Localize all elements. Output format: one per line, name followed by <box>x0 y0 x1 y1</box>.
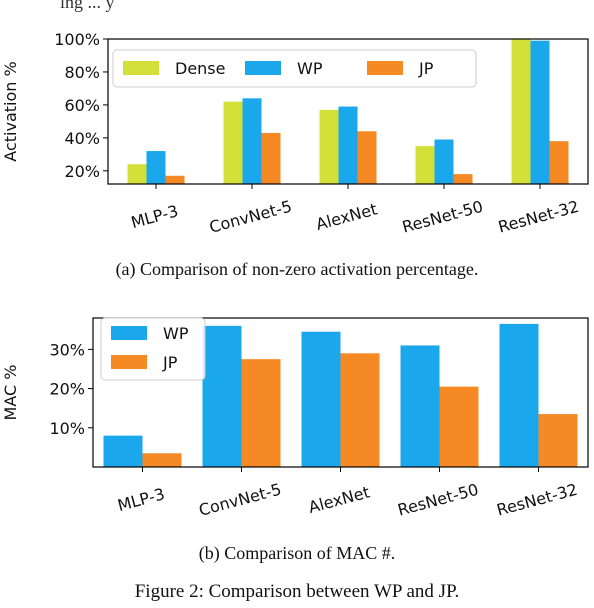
bar-dense-mlp-3 <box>127 164 147 184</box>
bar-jp-mlp-3 <box>142 453 182 467</box>
x-tick-label-convnet-5: ConvNet-5 <box>207 197 294 237</box>
y-tick-label-20: 20% <box>64 162 100 181</box>
y-tick-label-80: 80% <box>64 63 100 82</box>
x-tick-label-resnet-32: ResNet-32 <box>495 480 580 520</box>
legend-label-dense: Dense <box>175 59 225 78</box>
legend-label-wp: WP <box>297 59 323 78</box>
bar-wp-resnet-50 <box>434 139 454 184</box>
bar-jp-convnet-5 <box>261 132 281 184</box>
bar-jp-alexnet <box>357 131 377 184</box>
chart-b-legend: WP JP <box>100 317 206 381</box>
legend-swatch-jp <box>367 61 403 75</box>
legend-label-wp: WP <box>163 324 189 343</box>
y-tick-label-40: 40% <box>64 129 100 148</box>
bar-wp-resnet-32 <box>530 40 550 184</box>
y-tick-label-30: 30% <box>49 340 85 359</box>
legend-swatch-wp <box>245 61 281 75</box>
x-tick-label-alexnet: AlexNet <box>314 199 379 234</box>
bar-jp-convnet-5 <box>241 359 281 467</box>
bar-wp-alexnet <box>301 331 341 467</box>
bar-dense-convnet-5 <box>223 101 243 184</box>
chart-a-legend: Dense WP JP <box>112 49 477 88</box>
chart-b: MLP-3 ConvNet-5 AlexNet ResNet-50 ResNet-32 1… <box>1 317 589 520</box>
bar-wp-mlp-3 <box>103 435 143 467</box>
chart-b-y-axis-label: MAC % <box>1 365 20 421</box>
bar-jp-alexnet <box>340 353 380 467</box>
x-tick-label-resnet-32: ResNet-32 <box>496 197 581 237</box>
bar-dense-resnet-32 <box>511 39 531 184</box>
caption-a: (a) Comparison of non-zero activation pe… <box>116 259 479 280</box>
bar-jp-resnet-50 <box>453 174 473 184</box>
chart-a-bars <box>127 39 569 184</box>
x-tick-label-mlp-3: MLP-3 <box>115 484 166 515</box>
y-tick-label-100: 100% <box>54 30 100 49</box>
bar-jp-mlp-3 <box>165 175 185 184</box>
figure-caption: Figure 2: Comparison between WP and JP. <box>135 581 460 602</box>
bar-wp-convnet-5 <box>242 98 262 184</box>
bar-wp-alexnet <box>338 106 358 184</box>
legend-box <box>112 49 477 88</box>
bar-wp-resnet-32 <box>499 323 539 467</box>
legend-label-jp: JP <box>162 353 178 372</box>
legend-swatch-dense <box>123 61 159 75</box>
x-tick-label-resnet-50: ResNet-50 <box>396 480 481 520</box>
y-tick-label-60: 60% <box>64 96 100 115</box>
bar-jp-resnet-32 <box>549 141 569 184</box>
x-tick-label-resnet-50: ResNet-50 <box>400 197 485 237</box>
legend-swatch-wp <box>111 326 147 340</box>
bar-dense-resnet-50 <box>415 146 435 184</box>
x-tick-label-convnet-5: ConvNet-5 <box>197 480 284 520</box>
bar-jp-resnet-32 <box>538 414 578 467</box>
chart-a-y-axis-label: Activation % <box>1 61 20 161</box>
plot-frame <box>92 317 589 468</box>
bar-wp-resnet-50 <box>400 345 440 467</box>
plot-frame <box>107 38 589 185</box>
x-tick-label-mlp-3: MLP-3 <box>129 201 180 232</box>
legend-label-jp: JP <box>418 59 434 78</box>
caption-b: (b) Comparison of MAC #. <box>199 543 396 564</box>
bar-wp-convnet-5 <box>202 325 242 467</box>
chart-a: MLP-3 ConvNet-5 AlexNet ResNet-50 ResNet-32 2… <box>1 30 589 237</box>
bar-wp-mlp-3 <box>146 151 166 184</box>
chart-b-bars <box>103 323 578 467</box>
bar-dense-alexnet <box>319 109 339 184</box>
legend-swatch-jp <box>111 355 147 369</box>
y-tick-label-20: 20% <box>49 380 85 399</box>
x-tick-label-alexnet: AlexNet <box>306 482 371 517</box>
partial-header-line: ing ... y <box>60 0 115 12</box>
y-tick-label-10: 10% <box>49 419 85 438</box>
bar-jp-resnet-50 <box>439 386 479 467</box>
